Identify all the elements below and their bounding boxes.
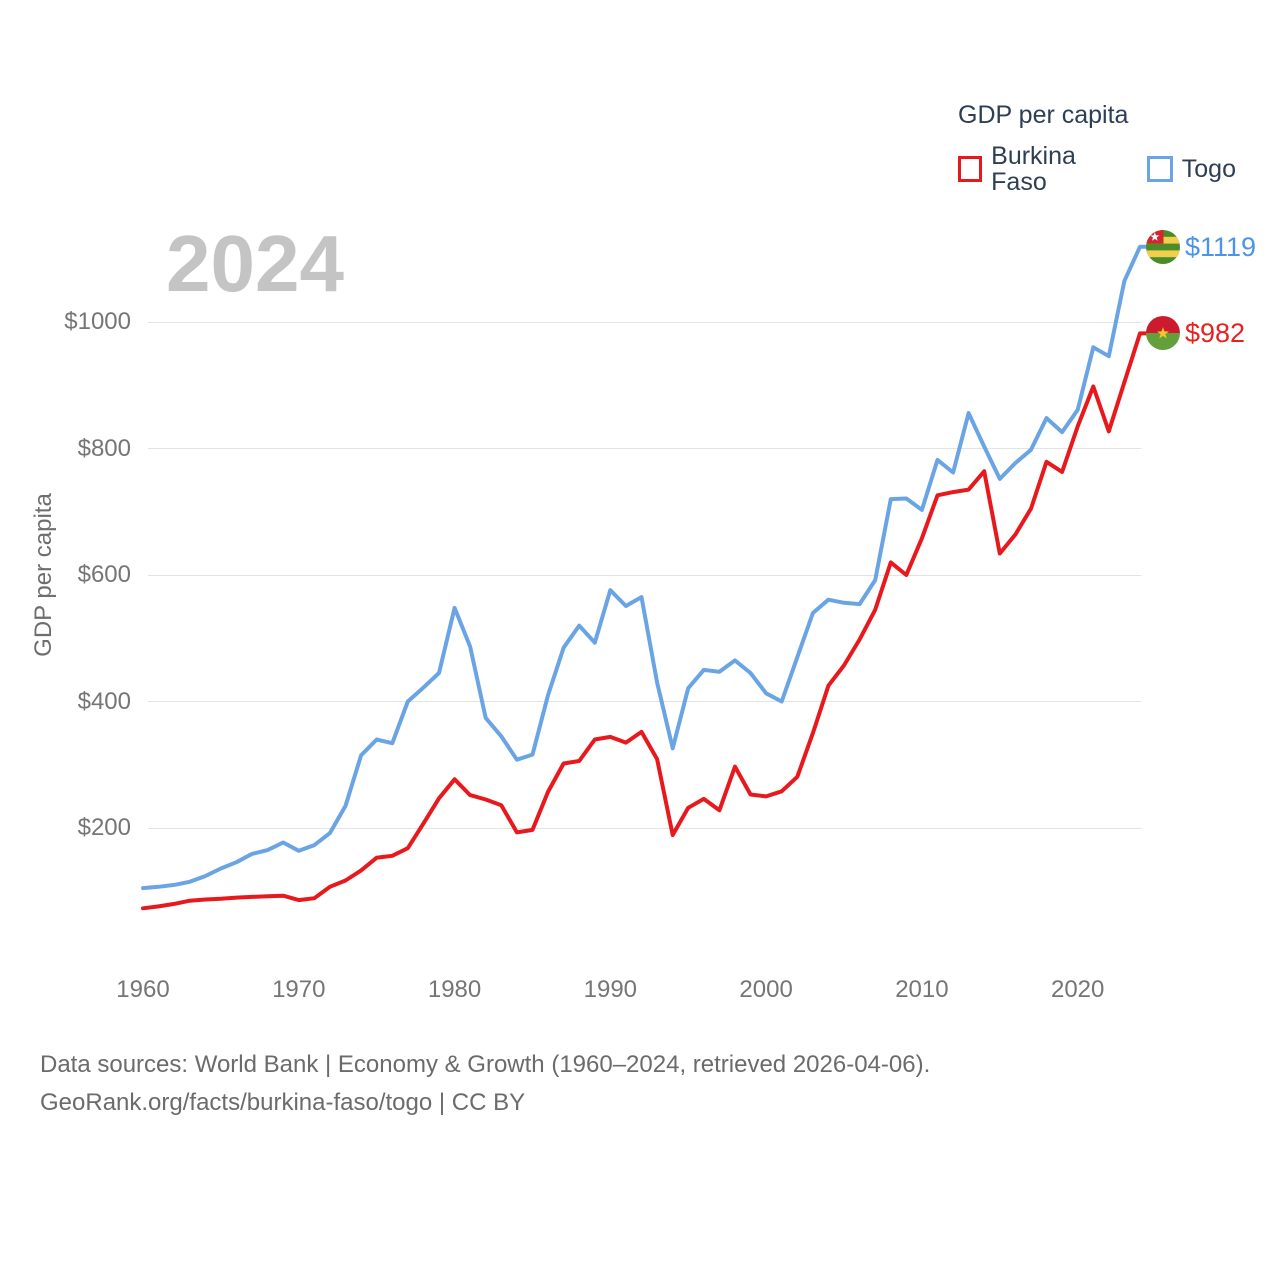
gridline bbox=[148, 701, 1141, 702]
legend-item-togo[interactable]: Togo bbox=[1146, 155, 1236, 183]
footer-line-2: GeoRank.org/facts/burkina-faso/togo | CC… bbox=[40, 1089, 526, 1116]
footer: Data sources: World Bank | Economy & Gro… bbox=[40, 1046, 930, 1122]
y-tick-label: $800 bbox=[77, 434, 131, 462]
legend-item-label: Togo bbox=[1181, 155, 1236, 183]
burkina-faso-value-label: $982 bbox=[1185, 318, 1246, 349]
legend-item-burkina-faso[interactable]: Burkina Faso bbox=[958, 143, 1125, 195]
gridline bbox=[148, 574, 1141, 576]
gridline bbox=[148, 448, 1141, 449]
x-tick-label: 2000 bbox=[739, 976, 793, 1003]
legend-items: Burkina Faso Togo bbox=[958, 143, 1258, 195]
y-tick-label: $200 bbox=[77, 814, 131, 841]
legend-title: GDP per capita bbox=[958, 101, 1129, 129]
burkina-faso-swatch-icon bbox=[958, 156, 983, 182]
x-tick-label: 2020 bbox=[1050, 976, 1105, 1003]
x-tick-label: 1990 bbox=[583, 976, 638, 1003]
gridline bbox=[148, 321, 1141, 323]
footer-line-1: Data sources: World Bank | Economy & Gro… bbox=[40, 1051, 931, 1078]
legend-item-label: Burkina Faso bbox=[991, 142, 1076, 196]
line-togo bbox=[141, 244, 1152, 891]
legend: GDP per capita Burkina Faso Togo bbox=[958, 100, 1258, 195]
line-burkina-faso bbox=[141, 331, 1152, 911]
togo-value-label: $1119 bbox=[1185, 231, 1257, 262]
y-tick-label: $1000 bbox=[64, 308, 131, 335]
burkina-faso-flag-icon bbox=[1146, 316, 1180, 351]
x-tick-label: 1980 bbox=[427, 976, 482, 1003]
gridline bbox=[148, 827, 1141, 829]
x-tick-label: 1970 bbox=[272, 976, 326, 1003]
x-tick-label: 1960 bbox=[116, 976, 170, 1003]
y-tick-label: $600 bbox=[77, 561, 131, 588]
y-tick-label: $400 bbox=[77, 687, 131, 715]
year-watermark: 2024 bbox=[166, 219, 344, 308]
x-tick-label: 2010 bbox=[895, 976, 949, 1003]
togo-flag-icon bbox=[1146, 229, 1180, 264]
togo-swatch-icon bbox=[1146, 156, 1173, 182]
